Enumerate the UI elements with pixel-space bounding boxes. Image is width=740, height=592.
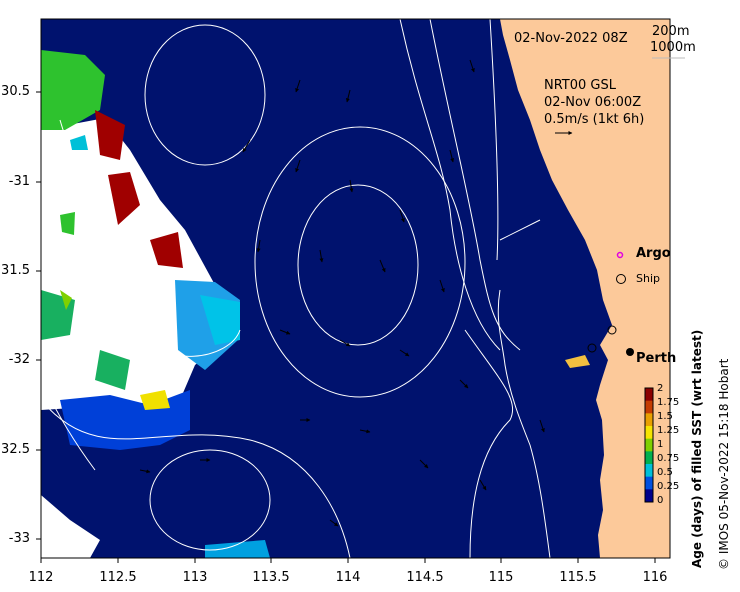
perth-marker bbox=[626, 348, 634, 356]
current-vectors bbox=[139, 59, 545, 527]
x-tick-label: 113.5 bbox=[252, 570, 290, 585]
y-tick-label: 30.5 bbox=[1, 84, 30, 99]
map-timestamp: 02-Nov-2022 08Z bbox=[514, 31, 628, 46]
x-tick-label: 115.5 bbox=[559, 570, 597, 585]
colorbar-swatch bbox=[645, 451, 653, 465]
current-scale: 0.5m/s (1kt 6h) bbox=[544, 112, 645, 127]
depth-contour-1000: 1000m bbox=[650, 40, 696, 55]
ship-legend-marker bbox=[616, 274, 626, 284]
current-product: NRT00 GSL bbox=[544, 78, 616, 93]
x-tick-label: 112 bbox=[28, 570, 54, 585]
x-tick-label: 116 bbox=[642, 570, 668, 585]
axis-ticks bbox=[36, 91, 656, 563]
colorbar-tick: 0.25 bbox=[657, 481, 680, 492]
colorbar-tick: 2 bbox=[657, 383, 664, 394]
x-tick-label: 114.5 bbox=[406, 570, 444, 585]
colorbar bbox=[644, 387, 654, 503]
ship-marker bbox=[607, 325, 617, 335]
colorbar-swatch bbox=[645, 413, 653, 427]
colorbar-tick: 1.5 bbox=[657, 411, 673, 422]
ship-legend-label: Ship bbox=[636, 272, 660, 285]
colorbar-tick: 1 bbox=[657, 439, 664, 450]
colorbar-swatch bbox=[645, 400, 653, 414]
colorbar-label: Age (days) of filled SST (wrt latest) bbox=[690, 329, 704, 568]
current-time: 02-Nov 06:00Z bbox=[544, 95, 642, 110]
y-tick-label: -32 bbox=[8, 352, 30, 367]
x-tick-label: 113 bbox=[182, 570, 208, 585]
colorbar-tick: 0.75 bbox=[657, 453, 680, 464]
colorbar-tick: 0 bbox=[657, 495, 664, 506]
depth-contour-200: 200m bbox=[652, 24, 690, 39]
colorbar-tick: 1.75 bbox=[657, 397, 680, 408]
argo-legend-label: Argo bbox=[636, 246, 671, 261]
colorbar-swatch bbox=[645, 476, 653, 490]
x-tick-label: 115 bbox=[488, 570, 514, 585]
colorbar-swatch bbox=[645, 438, 653, 452]
colorbar-swatch bbox=[645, 426, 653, 440]
colorbar-frame bbox=[644, 387, 654, 503]
x-tick-label: 112.5 bbox=[99, 570, 137, 585]
land bbox=[500, 19, 670, 558]
credit: © IMOS 05-Nov-2022 15:18 Hobart bbox=[717, 358, 731, 570]
y-tick-label: -33 bbox=[8, 531, 30, 546]
colorbar-swatch bbox=[645, 388, 653, 402]
y-tick-label: 31.5 bbox=[1, 263, 30, 278]
colorbar-swatch bbox=[645, 489, 653, 503]
map-frame bbox=[40, 18, 671, 559]
argo-legend-marker bbox=[616, 251, 624, 259]
colorbar-tick: 0.5 bbox=[657, 467, 673, 478]
y-tick-label: -31 bbox=[8, 174, 30, 189]
y-tick-label: 32.5 bbox=[1, 442, 30, 457]
contours bbox=[41, 19, 551, 558]
x-tick-label: 114 bbox=[335, 570, 361, 585]
colorbar-tick: 1.25 bbox=[657, 425, 680, 436]
colorbar-swatch bbox=[645, 464, 653, 478]
city-label-perth: Perth bbox=[636, 351, 677, 366]
